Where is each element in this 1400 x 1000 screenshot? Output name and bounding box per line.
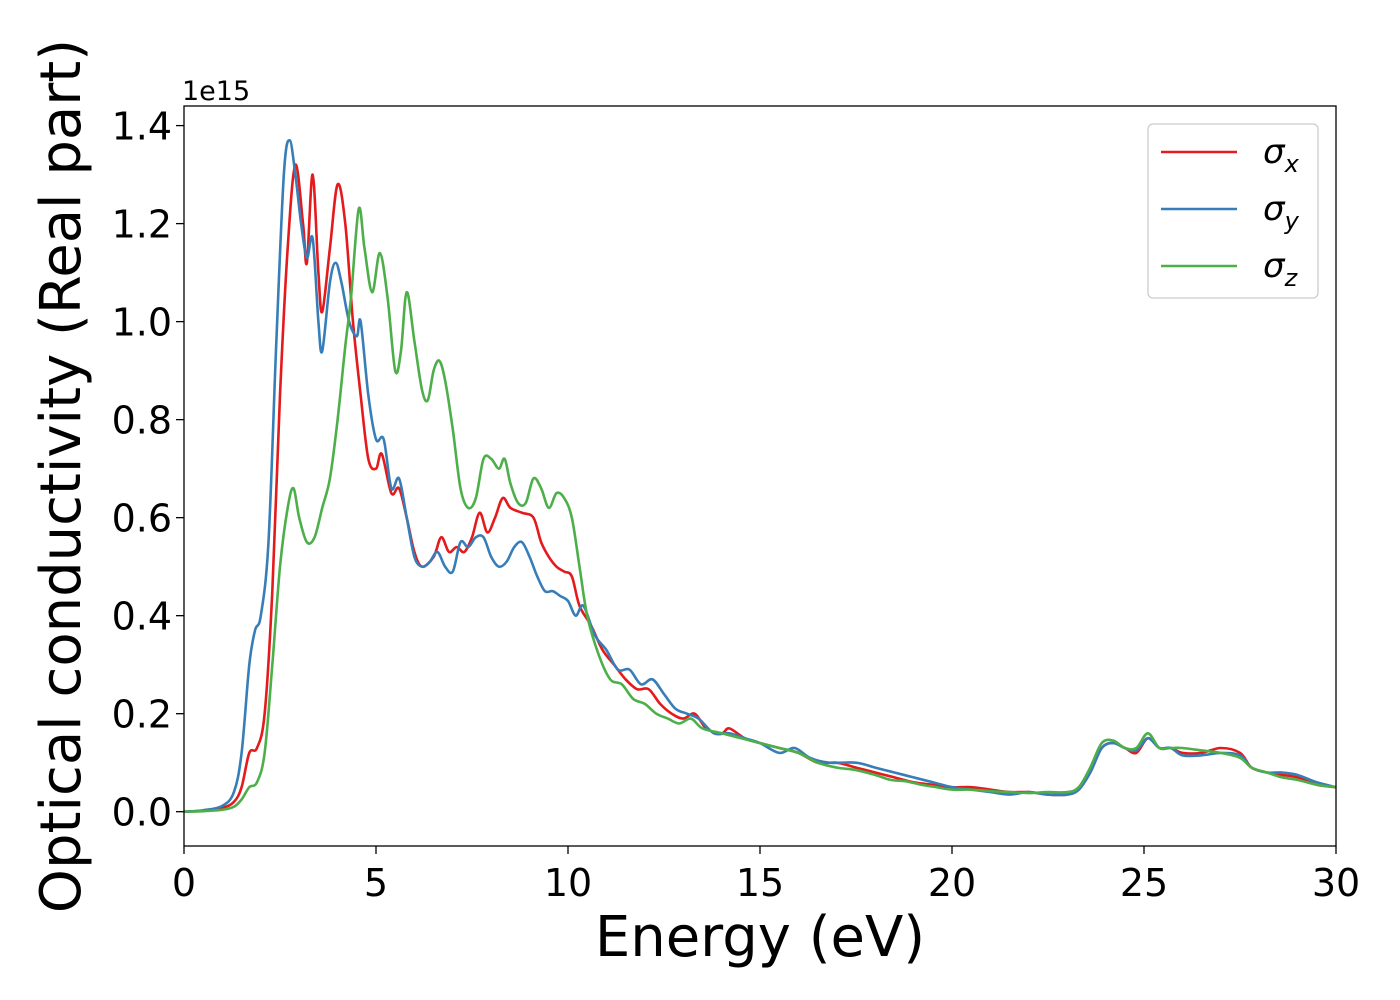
legend-label-z: σz — [1263, 246, 1299, 292]
y-tick-label: 1.0 — [112, 301, 172, 345]
x-tick-label: 15 — [736, 861, 784, 905]
x-tick-label: 0 — [172, 861, 196, 905]
x-tick-label: 20 — [928, 861, 976, 905]
series-line-z — [184, 206, 1336, 813]
legend-box — [1147, 123, 1319, 299]
series-layer — [184, 139, 1336, 813]
y-offset-label: 1e15 — [182, 76, 250, 107]
x-tick-label: 10 — [544, 861, 592, 905]
x-axis-label: Energy (eV) — [595, 905, 925, 970]
legend: σx σy σz — [1147, 123, 1319, 299]
y-tick-label: 0.6 — [112, 497, 172, 541]
y-tick-label: 0.4 — [112, 595, 172, 639]
y-tick-label: 0.2 — [112, 693, 172, 737]
y-tick-label: 1.4 — [112, 105, 172, 149]
x-tick-label: 5 — [364, 861, 388, 905]
legend-label-y: σy — [1263, 189, 1300, 235]
legend-label-x: σx — [1263, 132, 1300, 178]
x-tick-label: 25 — [1120, 861, 1168, 905]
series-line-y — [184, 139, 1336, 813]
y-tick-label: 0.8 — [112, 399, 172, 443]
y-tick-label: 1.2 — [112, 203, 172, 247]
y-tick-label: 0.0 — [112, 791, 172, 835]
y-axis: 0.0 0.2 0.4 0.6 0.8 1.0 1.2 1.4 — [112, 105, 184, 835]
y-axis-label: Optical conductivity (Real part) — [29, 39, 94, 913]
x-axis: 0 5 10 15 20 25 30 — [172, 846, 1360, 905]
x-tick-label: 30 — [1312, 861, 1360, 905]
